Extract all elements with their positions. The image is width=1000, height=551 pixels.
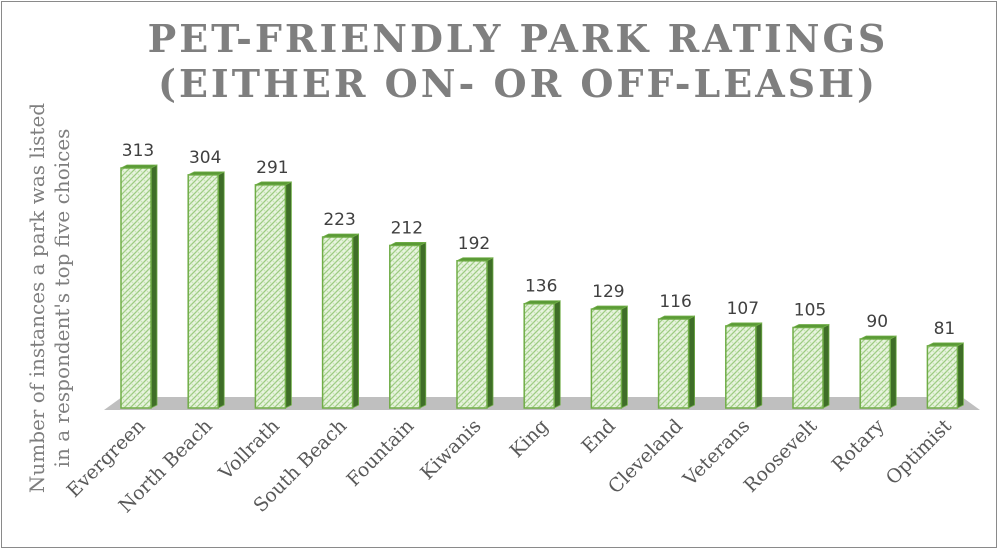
value-label: 116 [659, 292, 691, 312]
bar-front [590, 308, 623, 409]
value-label: 291 [256, 158, 288, 178]
value-label: 81 [934, 319, 956, 339]
bar-front [657, 318, 690, 409]
bar-front [725, 325, 757, 409]
value-label: 223 [323, 210, 355, 230]
bar-top [860, 335, 897, 340]
value-label: 192 [458, 234, 490, 254]
bar-top [927, 342, 964, 347]
bar-top [792, 324, 830, 328]
bar-8 [657, 315, 695, 409]
category-label: Rotary [828, 415, 889, 476]
bar-front [926, 345, 959, 409]
value-label: 313 [122, 141, 154, 161]
bar-12 [926, 342, 964, 409]
bar-9 [725, 322, 763, 409]
bar-side [150, 164, 158, 409]
bar-side [352, 233, 360, 409]
bar-front [523, 302, 555, 409]
bar-side [217, 171, 225, 409]
value-label: 107 [727, 299, 759, 319]
category-label: King [506, 415, 553, 462]
value-label: 136 [525, 277, 557, 297]
bar-top [322, 233, 359, 238]
bar-7 [590, 305, 628, 409]
bar-front [120, 167, 152, 409]
bar-side [419, 241, 427, 409]
bar-top [591, 305, 628, 310]
bar-side [553, 300, 561, 409]
bar-front [187, 174, 219, 409]
bar-front [859, 338, 891, 409]
bar-side [621, 305, 628, 409]
y-axis-label-line-2: in a respondent's top five choices [50, 129, 74, 468]
bar-top [456, 257, 494, 262]
bar-0 [120, 164, 158, 409]
bar-front [456, 260, 488, 409]
bar-front [389, 244, 421, 409]
bar-side [755, 322, 763, 409]
bar-top [255, 181, 292, 186]
y-axis-label: Number of instances a park was listed in… [25, 103, 74, 493]
chart-title-line-1: PET-FRIENDLY PARK RATINGS [148, 16, 889, 61]
bar-6 [523, 300, 561, 409]
bar-5 [456, 257, 494, 409]
bar-top [524, 300, 561, 305]
bar-1 [187, 171, 225, 409]
bar-front [321, 236, 354, 409]
category-label: Roosevelt [740, 415, 822, 497]
category-label: Kiwanis [416, 415, 485, 484]
value-label: 129 [592, 282, 624, 302]
bar-front [254, 184, 287, 409]
bar-top [120, 164, 158, 169]
category-label: End [577, 415, 620, 458]
category-label: Optimist [882, 415, 956, 489]
bar-4 [389, 241, 427, 409]
bar-side [889, 335, 897, 409]
bar-top [725, 322, 762, 327]
bar-2 [254, 181, 292, 409]
value-label: 304 [189, 148, 221, 168]
bar-side [822, 323, 830, 409]
bar-11 [859, 335, 897, 409]
bar-side [284, 181, 292, 409]
bar-side [957, 342, 964, 409]
value-label: 105 [794, 300, 826, 320]
value-label: 90 [866, 312, 888, 332]
bar-top [658, 315, 695, 320]
value-label: 212 [391, 218, 423, 238]
y-axis-label-line-1: Number of instances a park was listed [25, 103, 49, 493]
bar-3 [321, 233, 360, 409]
bar-top [188, 171, 225, 176]
bar-side [486, 257, 494, 409]
bar-10 [792, 323, 830, 409]
bar-front [792, 326, 824, 409]
bar-top [389, 242, 426, 246]
bars-group [120, 164, 964, 409]
chart-title-line-2: (EITHER ON- OR OFF-LEASH) [158, 61, 878, 106]
category-label: Fountain [342, 415, 418, 491]
bar-side [688, 315, 695, 409]
category-label: Vollrath [214, 415, 284, 485]
value-labels-group: 313 304 291 223 212 192 136 129 116 107 105 90 81 [122, 141, 955, 339]
